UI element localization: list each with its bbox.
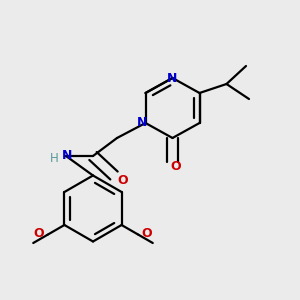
Text: O: O (142, 227, 152, 240)
Text: N: N (62, 148, 73, 162)
Text: N: N (137, 116, 148, 130)
Text: H: H (50, 152, 58, 166)
Text: O: O (118, 173, 128, 187)
Text: N: N (167, 71, 178, 85)
Text: O: O (34, 227, 44, 240)
Text: O: O (170, 160, 181, 173)
